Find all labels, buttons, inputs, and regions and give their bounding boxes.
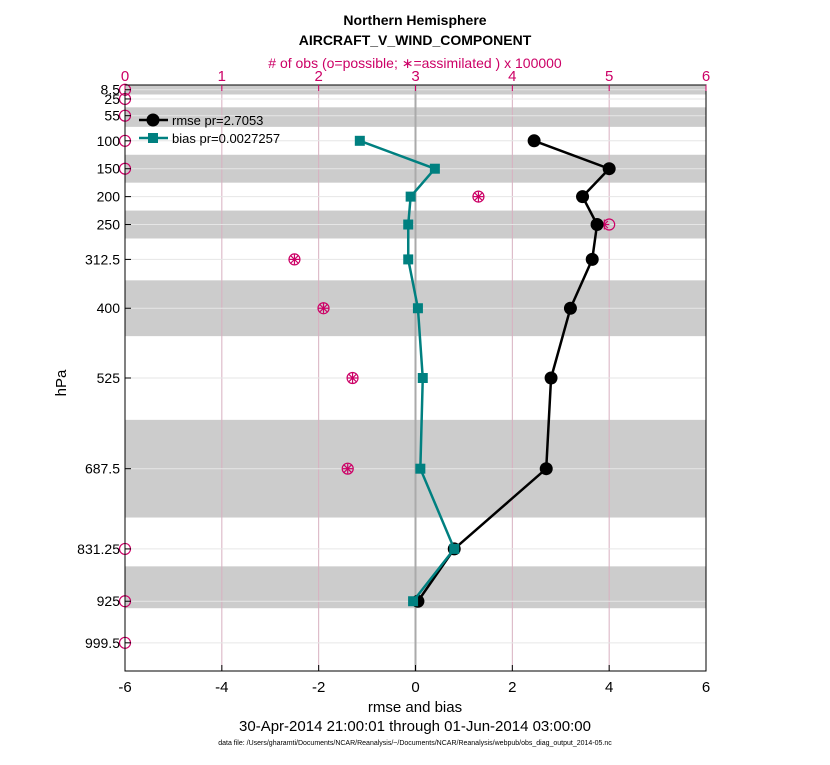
rmse-marker bbox=[563, 301, 577, 315]
y-axis-label: hPa bbox=[53, 369, 70, 396]
top-tick-label: 5 bbox=[605, 68, 613, 85]
obs-possible-marker bbox=[346, 371, 359, 385]
bias-marker bbox=[403, 254, 414, 265]
y-tick-label: 250 bbox=[97, 217, 121, 233]
chart-subtitle: AIRCRAFT_V_WIND_COMPONENT bbox=[299, 32, 532, 48]
asterisk-stroke bbox=[319, 304, 328, 313]
rmse-marker bbox=[527, 134, 541, 148]
rmse-marker bbox=[544, 371, 558, 385]
y-tick-label: 925 bbox=[97, 593, 121, 609]
y-tick-label: 150 bbox=[97, 161, 121, 177]
top-tick-label: 4 bbox=[508, 68, 516, 85]
obs-possible-marker bbox=[288, 253, 301, 266]
top-tick-label: 2 bbox=[314, 68, 322, 85]
y-tick-label: 831.25 bbox=[77, 541, 120, 557]
plot-series bbox=[118, 83, 616, 649]
bias-marker bbox=[415, 463, 426, 474]
legend-label: bias pr=0.0027257 bbox=[172, 131, 280, 146]
y-tick-label: 400 bbox=[97, 300, 121, 316]
obs-assimilated-marker bbox=[473, 191, 484, 202]
obs-assimilated-marker bbox=[289, 254, 300, 265]
x-tick-label: 4 bbox=[605, 679, 613, 696]
series-line bbox=[359, 139, 456, 603]
asterisk-stroke bbox=[348, 373, 357, 383]
obs-assimilated-marker bbox=[318, 303, 329, 314]
bias-marker bbox=[412, 303, 423, 314]
top-tick-label: 1 bbox=[218, 68, 226, 85]
obs-possible-marker bbox=[341, 462, 354, 475]
asterisk-stroke bbox=[290, 255, 299, 264]
x-axis-label: rmse and bias bbox=[368, 699, 462, 716]
y-tick-label: 55 bbox=[104, 108, 120, 124]
obs-assimilated-marker bbox=[347, 373, 358, 383]
data-file-note: data file: /Users/gharamti/Documents/NCA… bbox=[218, 740, 612, 747]
y-tick-label: 999.5 bbox=[85, 635, 120, 651]
y-tick-label: 100 bbox=[97, 133, 121, 149]
obs-possible-marker bbox=[317, 302, 330, 315]
series-line bbox=[416, 139, 612, 602]
bias-marker bbox=[403, 219, 414, 230]
y-tick-label: 525 bbox=[97, 370, 121, 386]
rmse-marker bbox=[602, 162, 616, 176]
legend-marker bbox=[146, 113, 160, 127]
asterisk-stroke bbox=[343, 464, 352, 473]
x-tick-label: 2 bbox=[508, 679, 516, 696]
y-tick-label: 8.5 bbox=[101, 82, 121, 98]
x-tick-label: -2 bbox=[312, 679, 325, 696]
top-tick-label: 3 bbox=[411, 68, 419, 85]
top-tick-label: 0 bbox=[121, 68, 129, 85]
bias-marker bbox=[417, 373, 428, 383]
x-tick-label: -6 bbox=[118, 679, 131, 696]
top-tick-label: 6 bbox=[702, 68, 710, 85]
y-tick-label: 687.5 bbox=[85, 461, 120, 477]
x-tick-label: 0 bbox=[411, 679, 419, 696]
obs-possible-marker bbox=[472, 190, 485, 203]
asterisk-stroke bbox=[474, 192, 483, 201]
x-tick-label: -4 bbox=[215, 679, 228, 696]
legend-marker bbox=[148, 133, 158, 143]
top-axis-label: # of obs (o=possible; ∗=assimilated ) x … bbox=[268, 55, 562, 71]
rmse-marker bbox=[585, 252, 599, 266]
bias-marker bbox=[405, 191, 416, 202]
legend-label: rmse pr=2.7053 bbox=[172, 113, 263, 128]
bias-marker bbox=[408, 596, 419, 607]
chart-title: Northern Hemisphere bbox=[343, 12, 486, 28]
y-tick-label: 25 bbox=[104, 91, 120, 107]
x-tick-label: 6 bbox=[702, 679, 710, 696]
rmse-marker bbox=[539, 462, 553, 476]
legend: rmse pr=2.7053 bias pr=0.0027257 bbox=[139, 113, 280, 146]
rmse-marker bbox=[576, 190, 590, 204]
bias-marker bbox=[449, 543, 460, 554]
date-range: 30-Apr-2014 21:00:01 through 01-Jun-2014… bbox=[239, 718, 591, 735]
y-tick-label: 312.5 bbox=[85, 251, 120, 267]
obs-assimilated-marker bbox=[342, 463, 353, 474]
bias-marker bbox=[429, 163, 440, 174]
rmse-marker bbox=[590, 218, 604, 232]
y-tick-label: 200 bbox=[97, 189, 121, 205]
bias-marker bbox=[354, 135, 365, 146]
